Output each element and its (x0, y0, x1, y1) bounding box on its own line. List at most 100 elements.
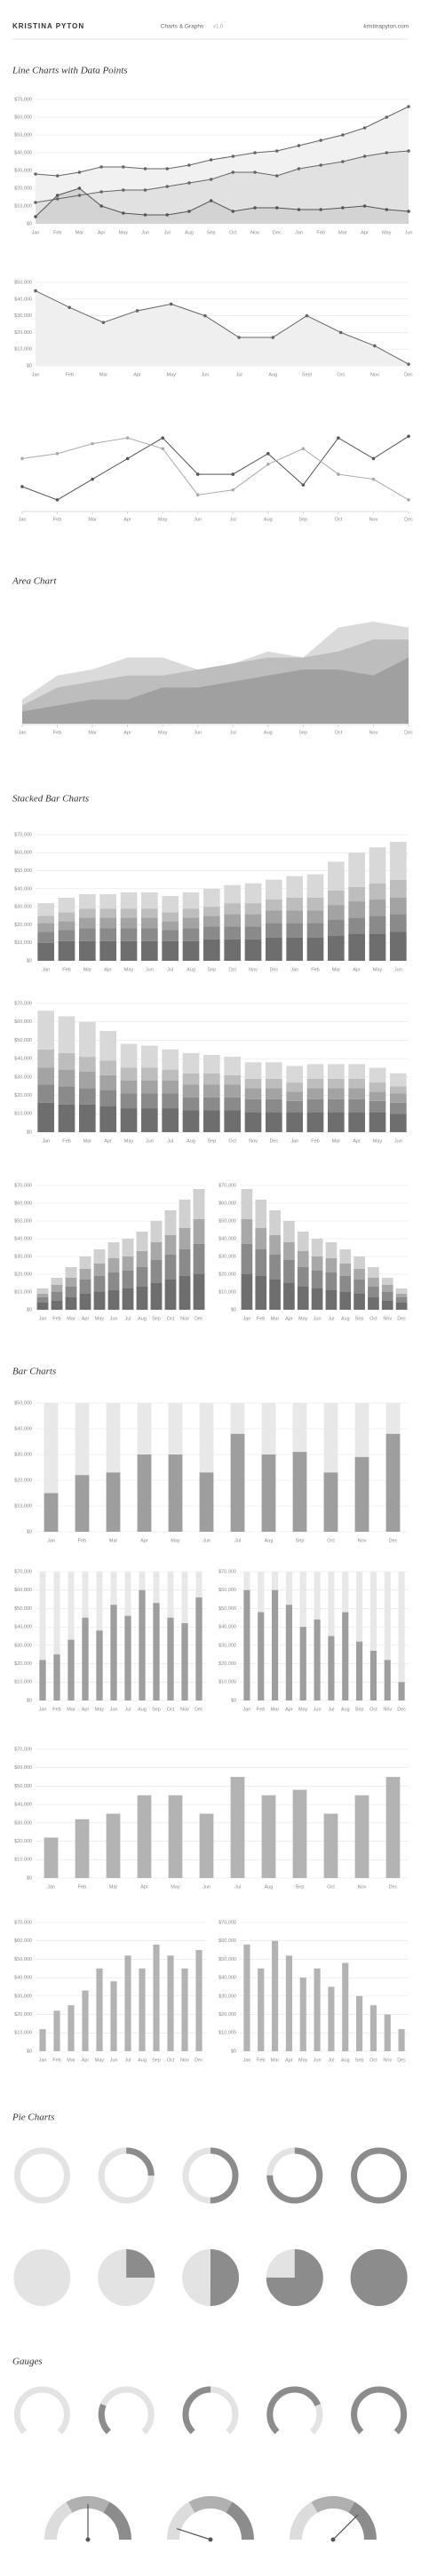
bar (285, 1955, 292, 2051)
x-tick-label: May (124, 967, 134, 972)
pie-slice (182, 2249, 239, 2306)
bar-segment (328, 905, 345, 920)
bar-segment (120, 940, 138, 961)
x-tick-label: Jul (234, 1538, 241, 1543)
y-tick-label: $20,000 (14, 1093, 32, 1098)
x-tick-label: Jul (230, 730, 236, 735)
x-tick-label: Mar (83, 967, 92, 972)
section-title: Bar Charts (12, 1367, 56, 1377)
x-tick-label: Feb (311, 1138, 319, 1144)
bar (68, 1639, 75, 1700)
bar (354, 1456, 369, 1532)
bar-segment (339, 1292, 352, 1310)
x-tick-label: Jan (42, 1138, 50, 1144)
bar-segment (339, 1276, 352, 1292)
bar-segment (269, 1210, 281, 1235)
x-tick-label: Feb (52, 1316, 60, 1321)
x-tick-label: May (171, 1538, 180, 1543)
bar-segment (162, 1108, 179, 1132)
x-tick-label: Apr (123, 730, 131, 735)
data-point (301, 447, 306, 451)
bar-segment (203, 939, 220, 961)
y-tick-label: $40,000 (14, 1426, 32, 1431)
bar-segment (255, 1200, 267, 1228)
x-tick-label: Nov (383, 1316, 392, 1321)
x-tick-label: May (158, 730, 168, 735)
y-tick-label: $40,000 (14, 1057, 32, 1062)
bar (398, 1682, 405, 1700)
bar-segment (369, 1112, 386, 1132)
gauge-band (167, 2496, 254, 2576)
bar (385, 1777, 401, 1878)
x-tick-label: Oct (335, 517, 343, 522)
bar-segment (79, 1088, 96, 1105)
data-point (187, 210, 191, 213)
x-tick-label: Jun (394, 1138, 402, 1144)
bar-segment (164, 1255, 177, 1280)
bar-segment (328, 890, 345, 906)
x-tick-label: Jul (124, 1707, 131, 1712)
bar-segment (141, 1045, 158, 1068)
bar-segment (244, 1062, 262, 1079)
bar (292, 1452, 307, 1532)
site-link[interactable]: kristinapyton.com (363, 24, 409, 30)
bar-segment (348, 1078, 365, 1089)
bar-segment (79, 917, 96, 929)
y-tick-label: $60,000 (14, 1588, 32, 1593)
bar-segment (286, 1082, 303, 1092)
bar-segment (203, 1084, 220, 1098)
donut-value (182, 2147, 239, 2204)
data-point (274, 149, 279, 153)
x-tick-label: Apr (123, 517, 131, 522)
y-tick-label: $0 (231, 1307, 236, 1312)
x-tick-label: Jul (167, 967, 173, 972)
bar-segment (381, 1292, 393, 1301)
bar-segment (37, 931, 54, 943)
x-tick-label: May (171, 1884, 180, 1890)
bar-segment (164, 1280, 177, 1310)
y-tick-label: $20,000 (218, 1661, 236, 1667)
bar-segment (79, 1269, 91, 1280)
x-tick-label: May (382, 230, 392, 235)
bar-segment (244, 1112, 262, 1132)
bar (167, 1955, 174, 2051)
bar-segment (369, 933, 386, 961)
donut-track (13, 2147, 70, 2204)
bar-segment (120, 928, 138, 941)
bar-segment (283, 1283, 295, 1310)
x-tick-label: Apr (140, 1538, 148, 1543)
bar (384, 2014, 391, 2051)
x-tick-label: Sep (355, 1316, 364, 1321)
bar-segment (162, 921, 179, 931)
x-tick-label: Jul (164, 230, 171, 235)
x-tick-label: Jun (194, 517, 202, 522)
y-tick-label: $10,000 (14, 1289, 32, 1295)
bar-segment (348, 852, 365, 887)
y-tick-label: $70,000 (14, 97, 32, 102)
bar-track (384, 1572, 391, 1700)
x-tick-label: Mar (271, 2057, 280, 2063)
y-tick-label: $50,000 (218, 1606, 236, 1612)
bar-segment (286, 876, 303, 898)
pie-slice (98, 2249, 155, 2306)
bar-segment (241, 1189, 253, 1219)
y-tick-label: $10,000 (14, 2031, 32, 2036)
x-tick-label: May (167, 372, 177, 377)
x-tick-label: May (124, 1138, 134, 1144)
x-tick-label: Feb (53, 730, 61, 735)
y-tick-label: $70,000 (218, 1569, 236, 1574)
y-tick-label: $0 (231, 2049, 236, 2054)
bar-segment (141, 940, 158, 961)
x-tick-label: Feb (311, 967, 319, 972)
y-tick-label: $50,000 (14, 280, 32, 285)
bar-segment (162, 930, 179, 941)
x-tick-label: Aug (341, 1316, 350, 1321)
x-tick-label: Nov (249, 967, 258, 972)
x-tick-label: Jan (19, 730, 27, 735)
bar-segment (325, 1258, 338, 1272)
donut-value (98, 2147, 155, 2204)
bar-segment (203, 1097, 220, 1111)
bar (314, 1968, 321, 2051)
data-point (125, 456, 130, 461)
data-point (34, 289, 37, 293)
